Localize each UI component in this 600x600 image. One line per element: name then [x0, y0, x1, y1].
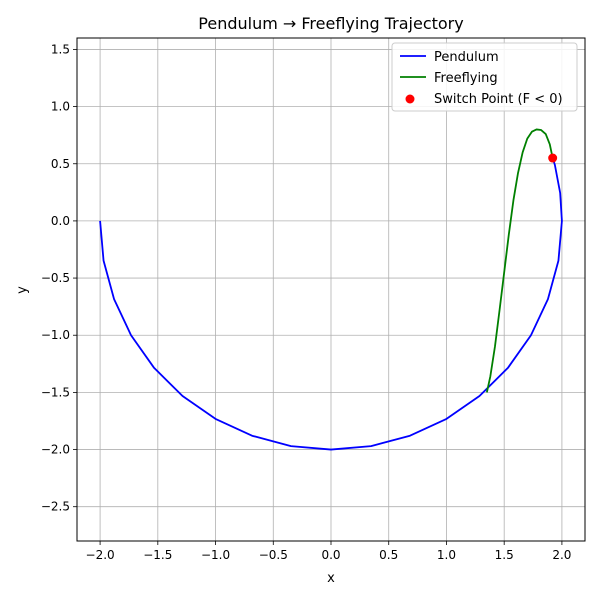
- legend: Pendulum Freeflying Switch Point (F < 0): [391, 42, 578, 112]
- legend-label-pendulum: Pendulum: [434, 50, 499, 65]
- y-axis-ticks: −2.5 −2.0 −1.5 −1.0 −0.5 0.0 0.5 1.0 1.5: [41, 42, 77, 514]
- y-tick-label: 0.5: [51, 157, 70, 171]
- series-line-pendulum: [99, 157, 563, 451]
- y-tick-label: 0.0: [51, 214, 70, 228]
- x-tick-label: 1.0: [437, 548, 456, 562]
- legend-swatch-switch-point: [405, 94, 415, 104]
- x-axis-label: x: [327, 571, 335, 586]
- y-tick-label: −0.5: [41, 271, 70, 285]
- x-tick-label: 2.0: [552, 548, 571, 562]
- x-tick-label: 1.5: [495, 548, 514, 562]
- legend-label-switch-point: Switch Point (F < 0): [434, 92, 563, 107]
- legend-label-freeflying: Freeflying: [434, 71, 498, 86]
- x-tick-label: −0.5: [259, 548, 288, 562]
- x-tick-label: −2.0: [86, 548, 115, 562]
- x-axis-ticks: −2.0 −1.5 −1.0 −0.5 0.0 0.5 1.0 1.5 2.0: [86, 541, 571, 562]
- y-tick-label: 1.5: [51, 42, 70, 56]
- series-layer: [99, 128, 563, 451]
- chart-title: Pendulum → Freeflying Trajectory: [198, 14, 463, 33]
- x-tick-label: 0.5: [379, 548, 398, 562]
- series-line-freeflying: [485, 128, 554, 393]
- x-tick-label: −1.0: [201, 548, 230, 562]
- y-axis-label: y: [15, 286, 30, 294]
- y-tick-label: −2.0: [41, 443, 70, 457]
- x-tick-label: −1.5: [143, 548, 172, 562]
- y-tick-label: −1.0: [41, 328, 70, 342]
- legend-box: [391, 42, 578, 112]
- x-tick-label: 0.0: [321, 548, 340, 562]
- y-tick-label: 1.0: [51, 100, 70, 114]
- y-tick-label: −1.5: [41, 385, 70, 399]
- y-tick-label: −2.5: [41, 500, 70, 514]
- point-switch-point-f-0: [548, 153, 558, 163]
